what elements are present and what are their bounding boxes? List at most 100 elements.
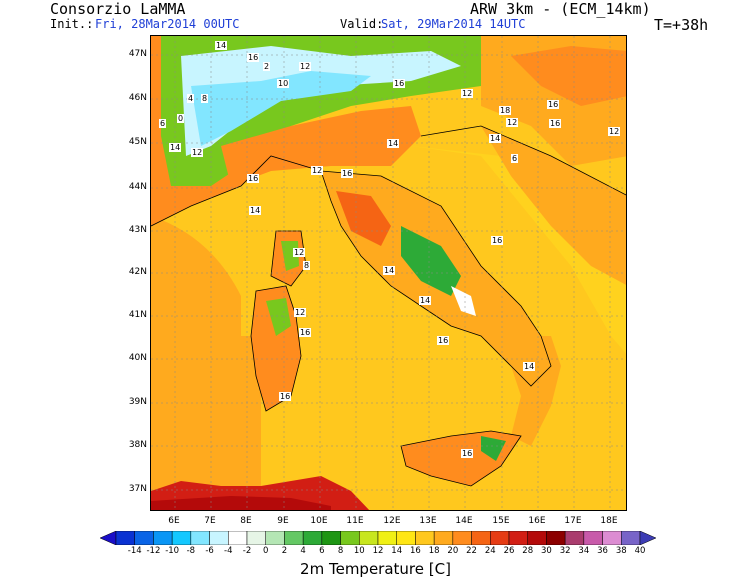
colorbar-tick-label: 24	[484, 546, 496, 556]
lon-label-16e: 16E	[528, 516, 546, 526]
colorbar-max-triangle	[639, 531, 656, 545]
tyrrhenian-sea	[291, 266, 451, 416]
temperature-value-label: 12	[311, 166, 324, 175]
temperature-value-label: 12	[191, 148, 204, 157]
colorbar-swatch	[321, 531, 341, 545]
temperature-value-label: 2	[263, 62, 271, 71]
temperature-value-label: 14	[249, 206, 262, 215]
colorbar-tick-label: -14	[127, 546, 142, 556]
lon-label-10e: 10E	[310, 516, 328, 526]
colorbar-tick-label: 4	[300, 546, 306, 556]
temperature-value-label: 0	[177, 114, 185, 123]
colorbar-swatch	[621, 531, 641, 545]
colorbar-swatch	[209, 531, 229, 545]
temperature-value-label: 12	[293, 248, 306, 257]
colorbar-tick-label: 36	[597, 546, 608, 556]
temperature-value-label: 14	[383, 266, 396, 275]
colorbar-tick-label: -4	[224, 546, 233, 556]
colorbar-tick-label: 0	[262, 546, 269, 556]
lat-label-39n: 39N	[128, 397, 147, 407]
colorbar-swatch	[134, 531, 154, 545]
land-apennines-green	[401, 226, 461, 296]
colorbar-swatch	[602, 531, 622, 545]
temperature-value-label: 16	[491, 236, 504, 245]
temperature-value-label: 18	[499, 106, 512, 115]
temperature-value-label: 16	[279, 392, 292, 401]
land-northeast-warm	[511, 46, 626, 106]
colorbar-tick-label: 28	[522, 546, 534, 556]
temperature-value-label: 14	[489, 134, 502, 143]
colorbar-tick-label: -2	[242, 546, 252, 556]
lat-label-43n: 43N	[128, 225, 147, 235]
temperature-value-label: 6	[159, 119, 167, 128]
temperature-value-label: 16	[437, 336, 450, 345]
temperature-value-label: 16	[247, 174, 260, 183]
colorbar-title: 2m Temperature [C]	[300, 560, 451, 578]
temperature-value-label: 10	[277, 79, 290, 88]
colorbar-tick-label: 32	[559, 546, 571, 556]
lon-label-11e: 11E	[346, 516, 364, 526]
lat-label-38n: 38N	[128, 440, 147, 450]
temperature-value-label: 14	[169, 143, 182, 152]
land-balkans	[481, 126, 626, 285]
colorbar-tick-label: 16	[410, 546, 421, 556]
land-alps-cold	[191, 71, 371, 146]
temperature-value-label: 16	[547, 100, 560, 109]
lon-label-14e: 14E	[455, 516, 473, 526]
temperature-value-label: 14	[387, 139, 400, 148]
colorbar-swatch	[377, 531, 397, 545]
land-po-valley	[221, 106, 421, 186]
lon-label-18e: 18E	[600, 516, 618, 526]
colorbar-swatch	[546, 531, 566, 545]
colorbar-swatch	[527, 531, 547, 545]
colorbar-tick-label: 30	[541, 546, 552, 556]
colorbar-swatch	[415, 531, 435, 545]
temperature-value-label: 16	[247, 53, 260, 62]
lat-label-46n: 46N	[128, 93, 147, 103]
colorbar-swatch	[265, 531, 285, 545]
lat-label-44n: 44N	[128, 182, 147, 192]
colorbar-tick-label: 38	[615, 546, 627, 556]
lat-label-37n: 37N	[128, 484, 147, 494]
colorbar-tick-label: 14	[391, 546, 403, 556]
colorbar-tick-label: 8	[337, 546, 344, 556]
colorbar-swatch	[302, 531, 323, 545]
temperature-value-label: 12	[506, 118, 519, 127]
lon-label-7e: 7E	[204, 516, 216, 526]
temperature-value-label: 16	[393, 79, 406, 88]
land-etna-green	[481, 436, 506, 461]
colorbar-tick-label: -12	[146, 546, 161, 556]
land-sardinia-green	[266, 298, 291, 336]
colorbar-tick-label: 34	[578, 546, 590, 556]
colorbar-tick-label: 12	[372, 546, 384, 556]
valid-label: Valid:	[340, 17, 384, 31]
colorbar-swatch	[508, 531, 528, 545]
colorbar-tick-label: 40	[634, 546, 646, 556]
colorbar-swatch	[564, 531, 585, 545]
colorbar-tick-label: -8	[186, 546, 196, 556]
temperature-value-label: 14	[523, 362, 536, 371]
lat-label-42n: 42N	[128, 267, 147, 277]
colorbar-swatch	[340, 531, 360, 545]
temperature-value-label: 14	[215, 41, 228, 50]
colorbar-swatch	[171, 531, 192, 545]
temperature-value-label: 16	[549, 119, 562, 128]
temperature-value-label: 16	[299, 328, 312, 337]
colorbar-swatch	[583, 531, 603, 545]
colorbar-tick-label: 18	[428, 546, 440, 556]
colorbar-swatch	[471, 531, 491, 545]
colorbar-swatch	[190, 531, 210, 545]
lat-label-47n: 47N	[128, 49, 147, 59]
temperature-value-label: 12	[294, 308, 307, 317]
org-title: Consorzio LaMMA	[50, 0, 186, 18]
colorbar-swatch	[284, 531, 304, 545]
colorbar-swatch	[228, 531, 248, 545]
land-tuscany-warm	[336, 191, 391, 246]
colorbar-tick-label: 26	[503, 546, 515, 556]
colorbar-swatch	[359, 531, 379, 545]
graticule	[151, 36, 626, 510]
temperature-value-label: 12	[461, 89, 474, 98]
temperature-value-label: 16	[461, 449, 474, 458]
valid-value: Sat, 29Mar2014 14UTC	[381, 17, 526, 31]
lat-label-45n: 45N	[128, 137, 147, 147]
